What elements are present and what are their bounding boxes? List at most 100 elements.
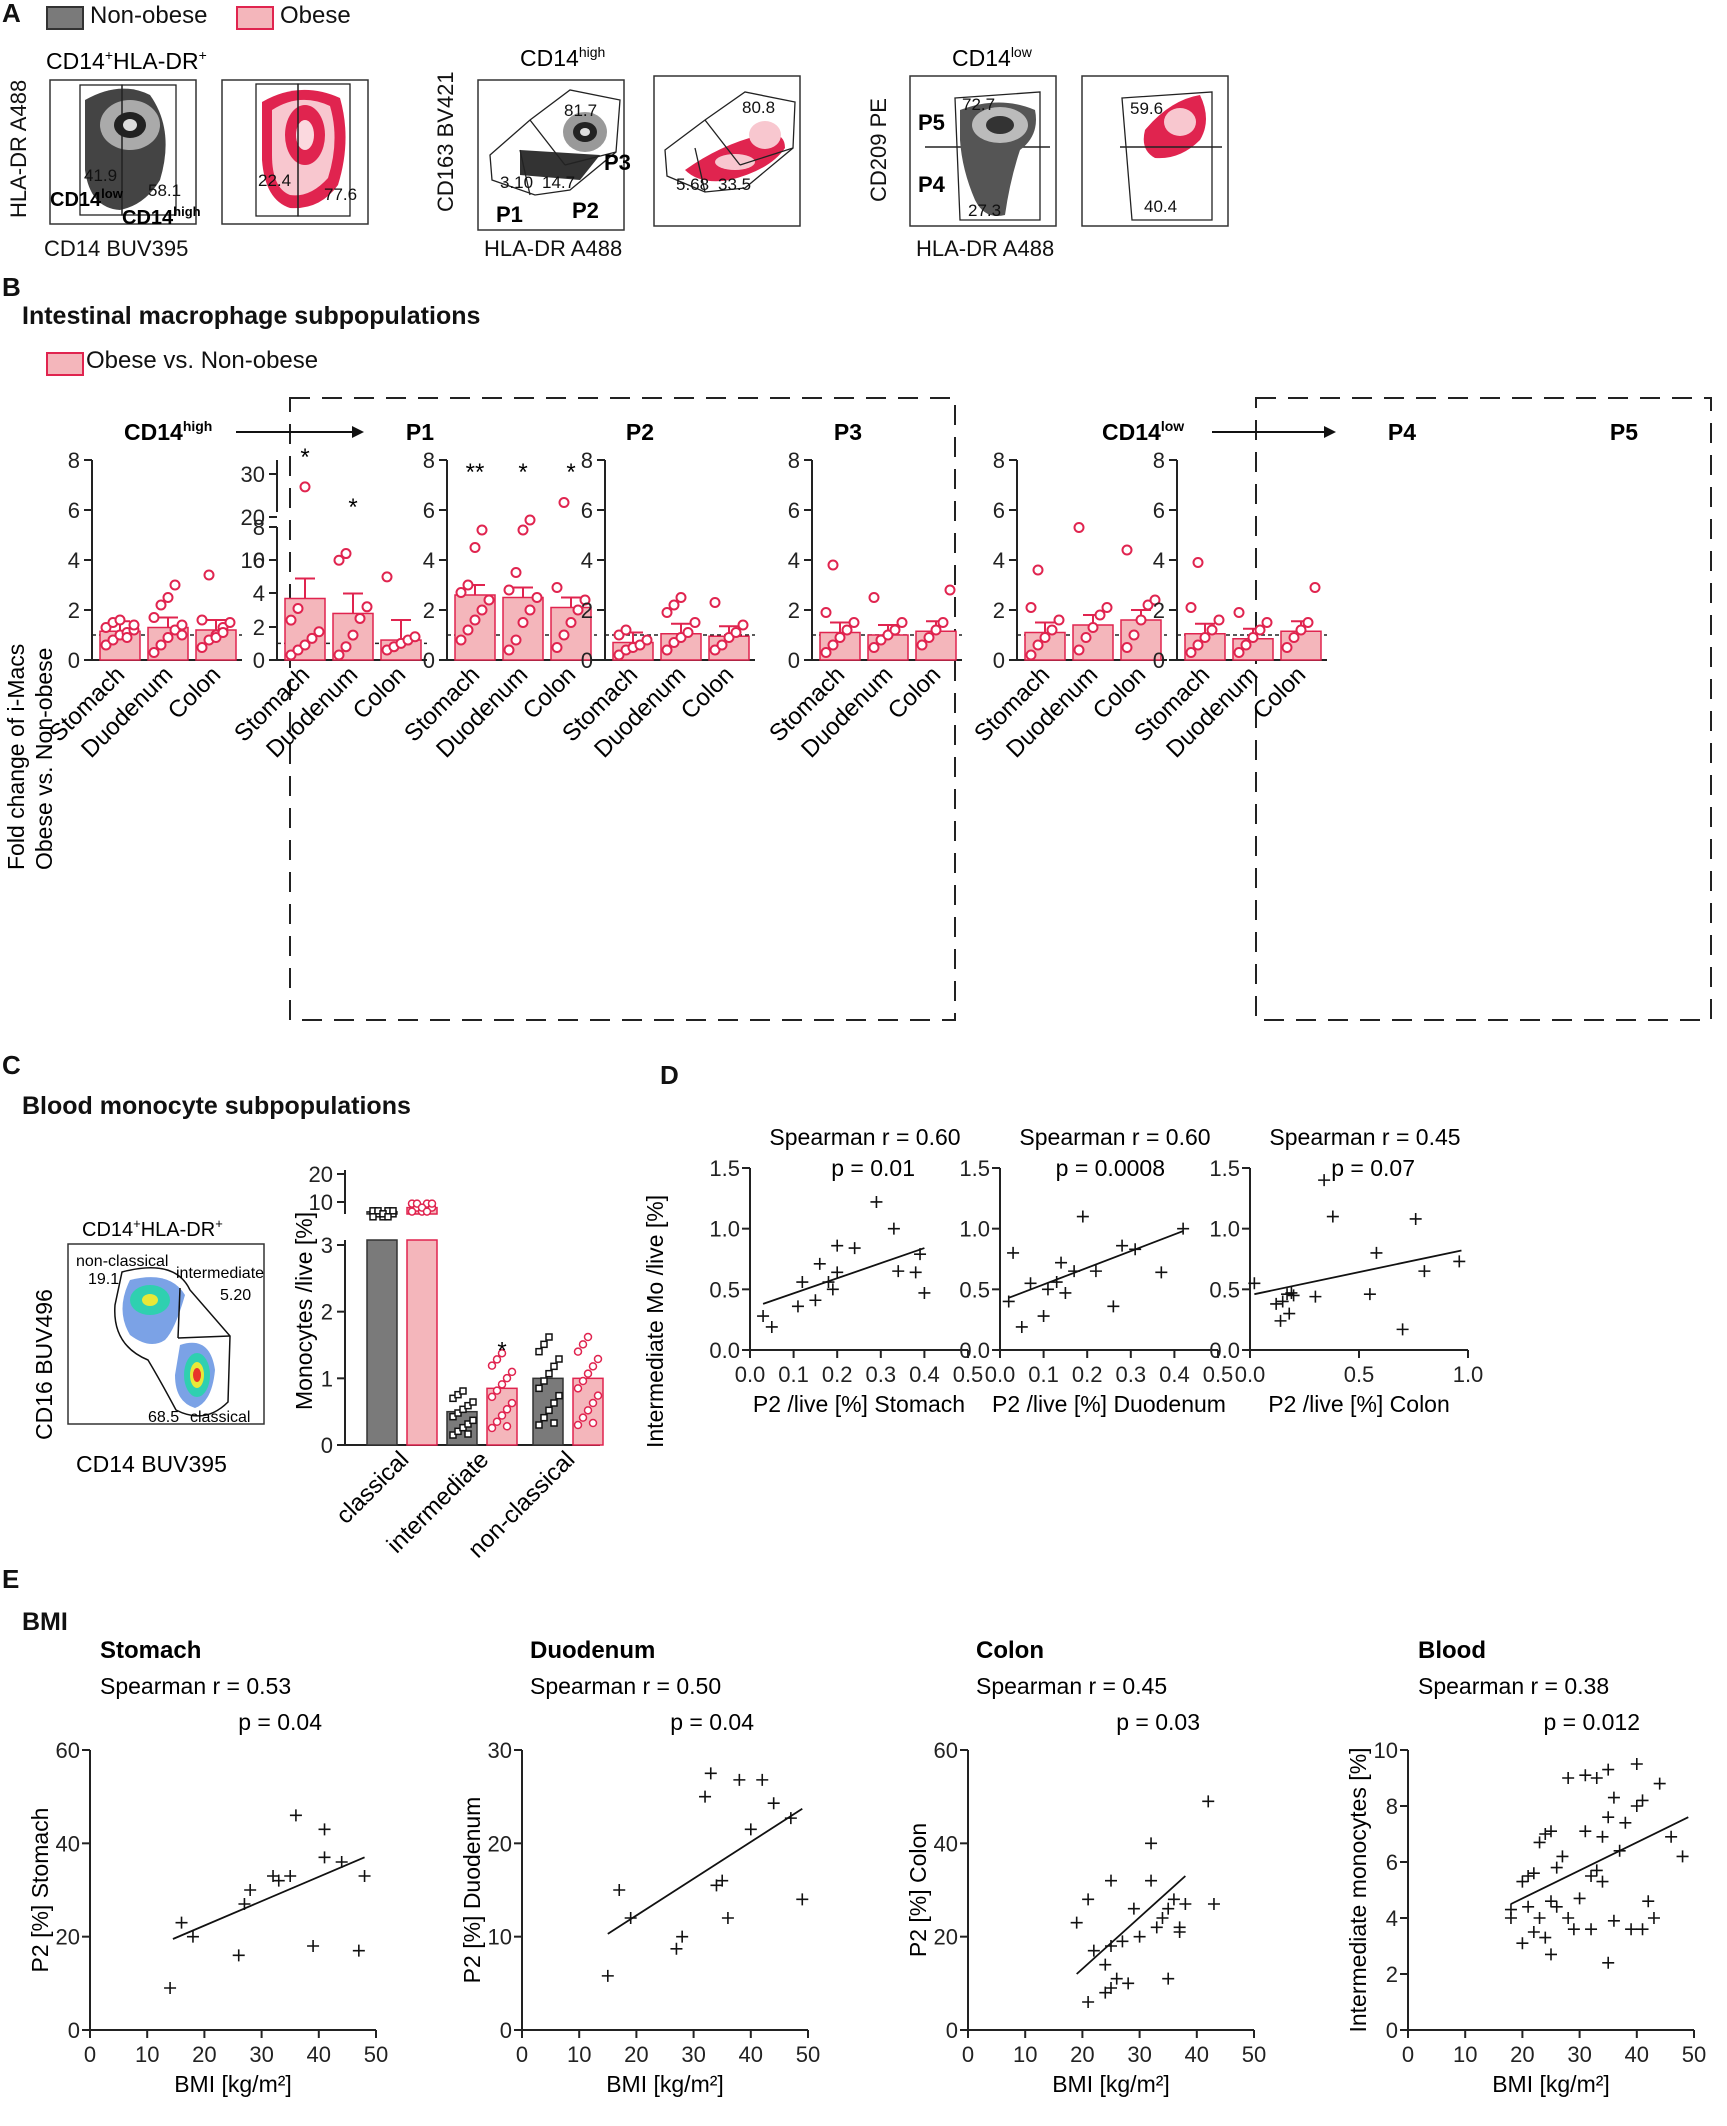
scatter-xlabel: P2 /live [%] Colon xyxy=(1268,1391,1450,1417)
scatter-point xyxy=(1607,1791,1620,1804)
scatter-ytick-label: 1.0 xyxy=(709,1217,740,1242)
c-flow-density xyxy=(122,1277,215,1408)
b-data-point xyxy=(1233,607,1245,618)
c-ytick-label: 20 xyxy=(309,1162,333,1187)
b-data-point xyxy=(354,612,366,624)
c-data-point xyxy=(545,1333,553,1341)
scatter-ytick-label: 60 xyxy=(934,1738,958,1763)
b-ytick-label: 8 xyxy=(993,448,1005,473)
scatter-point xyxy=(1550,1900,1563,1913)
scatter-ytick-label: 20 xyxy=(56,1925,80,1950)
b-chart-title-6: P5 xyxy=(1610,419,1638,445)
scatter-xtick-label: 0 xyxy=(1402,2042,1414,2067)
c-data-point xyxy=(487,1423,497,1433)
b-category-label: Colon xyxy=(676,661,739,724)
scatter-xtick-label: 30 xyxy=(249,2042,273,2067)
b-data-point xyxy=(841,624,853,636)
scatter-point xyxy=(1585,1870,1598,1882)
scatter-point xyxy=(613,1884,626,1896)
scatter-point xyxy=(624,1912,637,1924)
scatter-point xyxy=(1173,1926,1186,1938)
b-data-point xyxy=(1233,647,1245,658)
panel-a-flow-plots: CD14+HLA-DR+ HLA-DR A488 CD14 BUV395 41.… xyxy=(6,44,1229,261)
scatter-ytick-label: 1.5 xyxy=(1209,1156,1240,1181)
b-data-point xyxy=(820,647,832,658)
a1-obese-high: 77.6 xyxy=(324,185,357,204)
scatter-point xyxy=(1105,1982,1117,1994)
b-data-point xyxy=(1206,624,1218,636)
a1-ylabel: HLA-DR A488 xyxy=(6,80,31,218)
b-ytick-label: 4 xyxy=(1153,548,1165,573)
b-category-label: Colon xyxy=(883,661,946,724)
scatter-point xyxy=(1283,1307,1296,1320)
b-data-point xyxy=(524,514,536,526)
scatter-point xyxy=(1539,1931,1552,1944)
b-ytick-label: 0 xyxy=(423,648,435,673)
a2-xlabel: HLA-DR A488 xyxy=(484,236,622,261)
scatter-point xyxy=(1396,1323,1409,1336)
scatter-point xyxy=(1082,1996,1095,2008)
b-data-point xyxy=(162,632,174,643)
scatter-ytick-label: 0.5 xyxy=(709,1277,740,1302)
scatter-point xyxy=(232,1949,245,1962)
a1-obese-plot: 22.4 77.6 xyxy=(221,79,369,225)
scatter-point xyxy=(1370,1246,1383,1259)
scatter-xtick-label: 30 xyxy=(1567,2042,1591,2067)
scatter-point xyxy=(307,1940,320,1952)
scatter-ytick-label: 30 xyxy=(488,1738,512,1763)
c-data-point xyxy=(578,1340,588,1349)
scatter-xlabel: P2 /live [%] Duodenum xyxy=(992,1391,1226,1417)
a2-gate-p3: P3 xyxy=(604,150,631,175)
a2-obese-p3: 80.8 xyxy=(742,98,775,117)
panel-c-letter: C xyxy=(2,1050,21,1080)
scatter-point xyxy=(284,1870,297,1882)
b-ytick-label: 0 xyxy=(993,648,1005,673)
scatter-point xyxy=(1107,1300,1120,1313)
b-data-point xyxy=(1185,602,1197,613)
scatter-ytick-label: 40 xyxy=(56,1831,80,1856)
scatter-point xyxy=(1326,1210,1339,1223)
scatter-point xyxy=(1248,1277,1261,1290)
e-spearman-r: Spearman r = 0.45 xyxy=(976,1673,1167,1699)
scatter-point xyxy=(1155,1266,1168,1279)
c-data-point xyxy=(469,1398,477,1406)
b-ytick-label: 6 xyxy=(993,498,1005,523)
b-data-point xyxy=(196,642,208,653)
e-plot-title: Blood xyxy=(1418,1640,1486,1664)
scatter-xtick-label: 0.3 xyxy=(1116,1362,1147,1387)
scatter-ytick-label: 10 xyxy=(488,1925,512,1950)
scatter-point xyxy=(1665,1830,1678,1843)
c-data-point xyxy=(389,1207,397,1215)
scatter-point xyxy=(1076,1210,1089,1223)
scatter-point xyxy=(1418,1265,1431,1278)
scatter-ytick-label: 1.5 xyxy=(709,1156,740,1181)
scatter-xtick-label: 20 xyxy=(624,2042,648,2067)
scatter-point xyxy=(721,1912,734,1924)
b-data-point xyxy=(834,632,846,643)
b-data-point xyxy=(203,569,215,581)
panel-c-title: Blood monocyte subpopulations xyxy=(22,1092,411,1120)
b-data-point xyxy=(1121,544,1133,556)
scatter-ytick-label: 0 xyxy=(1386,2018,1398,2043)
b-data-point xyxy=(641,634,653,646)
scatter-fit-line xyxy=(1076,1875,1186,1975)
b-data-point xyxy=(558,497,570,508)
c-flow-gate-line2 xyxy=(177,1287,181,1339)
scatter-point xyxy=(1545,1895,1557,1908)
scatter-fit-line xyxy=(1254,1249,1462,1296)
scatter-point xyxy=(1287,1289,1300,1302)
c-data-point xyxy=(573,1384,583,1393)
b-data-point xyxy=(551,582,563,593)
b-ytick-label: 4 xyxy=(581,548,593,573)
scatter-fit-line xyxy=(1510,1816,1689,1905)
scatter-xtick-label: 50 xyxy=(364,2042,388,2067)
c-data-point xyxy=(535,1384,543,1393)
b-data-point xyxy=(531,592,543,603)
scatter-point xyxy=(1207,1898,1220,1910)
scatter-point xyxy=(1579,1769,1592,1782)
b-data-point xyxy=(121,632,133,643)
a3-xlabel: HLA-DR A488 xyxy=(916,236,1054,261)
scatter-ytick-label: 40 xyxy=(934,1831,958,1856)
b-ytick-label: 0 xyxy=(253,648,265,673)
scatter-point xyxy=(699,1790,712,1803)
